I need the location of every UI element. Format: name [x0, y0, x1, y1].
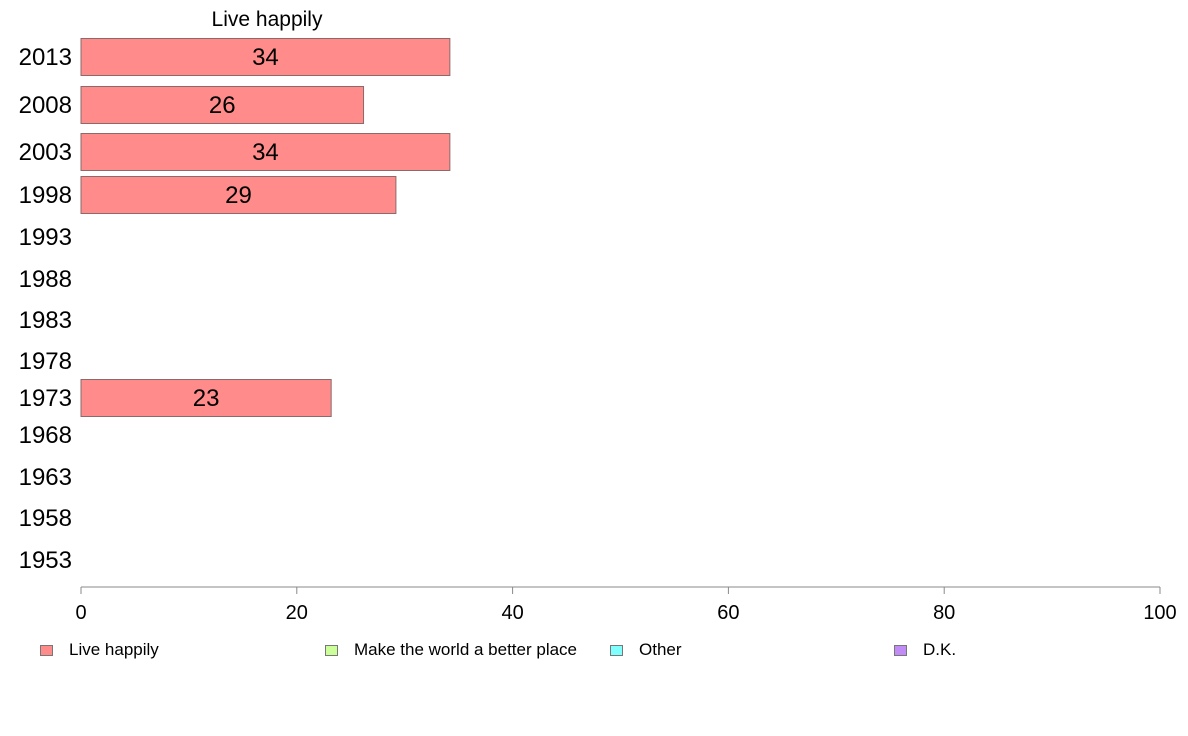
legend-label: Live happily	[69, 640, 159, 659]
x-tick-label-80: 80	[933, 602, 955, 624]
data-label-2013: 34	[252, 44, 279, 71]
data-label-2008: 26	[209, 92, 236, 119]
legend-label: D.K.	[923, 640, 957, 659]
category-label-1978: 1978	[19, 348, 72, 375]
x-tick-label-0: 0	[75, 602, 86, 624]
category-labels: 2013 2008 2003 1998 1993 1988 1983 1978 1973 1968…	[19, 44, 72, 574]
category-label-2008: 2008	[19, 92, 72, 119]
category-label-1998: 1998	[19, 182, 72, 209]
x-axis-ticks: 0 20 40 60 80 100	[75, 587, 1177, 624]
category-label-1973: 1973	[19, 385, 72, 412]
x-tick-label-40: 40	[501, 602, 523, 624]
legend-item-make-world-better: Make the world a better place	[325, 638, 577, 662]
data-label-2003: 34	[252, 139, 279, 166]
legend-swatch	[40, 644, 53, 656]
category-label-1983: 1983	[19, 307, 72, 334]
legend-item-dk: D.K.	[894, 638, 956, 662]
category-label-2013: 2013	[19, 44, 72, 71]
category-label-1958: 1958	[19, 505, 72, 532]
category-label-1953: 1953	[19, 547, 72, 574]
legend-swatch	[894, 644, 907, 656]
x-tick-label-60: 60	[717, 602, 739, 624]
category-label-1963: 1963	[19, 464, 72, 491]
legend-swatch	[610, 644, 623, 656]
x-tick-label-20: 20	[286, 602, 308, 624]
bar-1973	[80, 379, 332, 417]
category-label-1988: 1988	[19, 266, 72, 293]
legend-item-live-happily: Live happily	[40, 638, 159, 662]
category-label-1993: 1993	[19, 224, 72, 251]
chart-title: Live happily	[212, 8, 323, 31]
bar-2003	[80, 133, 451, 171]
data-label-1998: 29	[225, 182, 252, 209]
legend-item-other: Other	[610, 638, 682, 662]
category-label-1968: 1968	[19, 422, 72, 449]
legend-label: Other	[639, 640, 682, 659]
legend: Live happily Make the world a better pla…	[0, 638, 1188, 662]
bar-2008	[80, 86, 365, 124]
bar-2013	[80, 38, 451, 76]
legend-label: Make the world a better place	[354, 640, 578, 659]
category-label-2003: 2003	[19, 139, 72, 166]
bar-1998	[80, 176, 397, 214]
x-tick-label-100: 100	[1143, 602, 1176, 624]
data-label-1973: 23	[193, 385, 220, 412]
legend-swatch	[325, 644, 338, 656]
